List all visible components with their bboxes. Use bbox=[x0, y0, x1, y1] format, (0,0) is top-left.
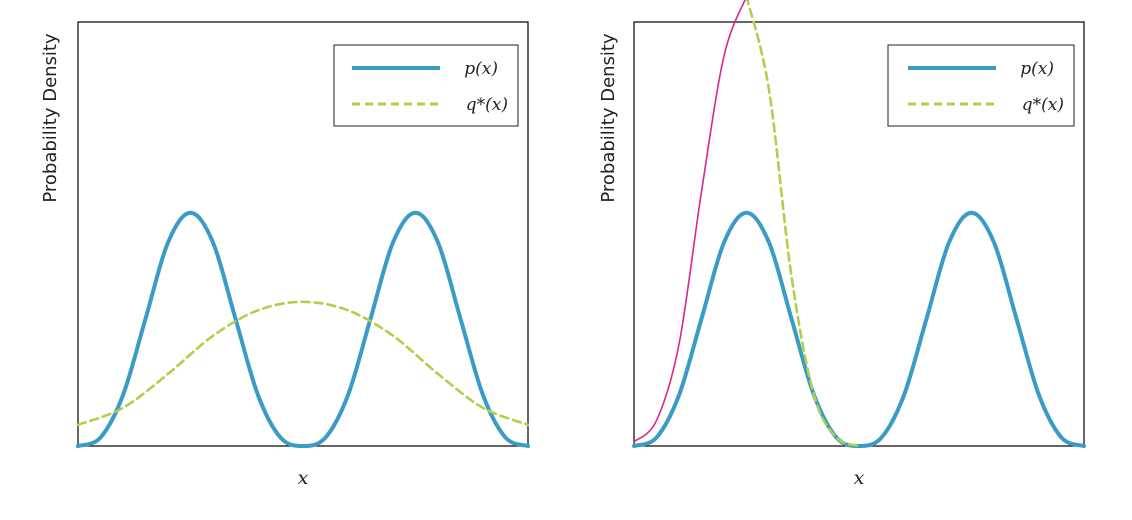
legend-box bbox=[887, 44, 1075, 127]
series-marks bbox=[632, 0, 1086, 448]
y-axis-label: Probability Density bbox=[40, 33, 61, 203]
chart-panel-left: Probability Density x p(x) q*(x) bbox=[40, 21, 530, 489]
series-line-p bbox=[76, 210, 530, 448]
legend-label-p: p(x) bbox=[464, 59, 498, 79]
chart-panel-right: Probability Density x p(x) q*(x) bbox=[598, 0, 1086, 489]
series-line-q-rising bbox=[633, 0, 746, 443]
series-line-q bbox=[76, 300, 530, 427]
series-line-q-falling bbox=[746, 0, 861, 448]
legend-box bbox=[333, 44, 519, 127]
legend: p(x) q*(x) bbox=[333, 44, 519, 127]
legend-label-q: q*(x) bbox=[1022, 95, 1064, 115]
legend-label-q: q*(x) bbox=[466, 95, 508, 115]
legend-label-p: p(x) bbox=[1020, 59, 1054, 79]
y-axis-label: Probability Density bbox=[598, 33, 619, 203]
series-line-p bbox=[632, 210, 1086, 448]
legend: p(x) q*(x) bbox=[887, 44, 1075, 127]
x-axis-label: x bbox=[854, 467, 865, 489]
x-axis-label: x bbox=[298, 467, 309, 489]
series-marks bbox=[76, 210, 530, 448]
